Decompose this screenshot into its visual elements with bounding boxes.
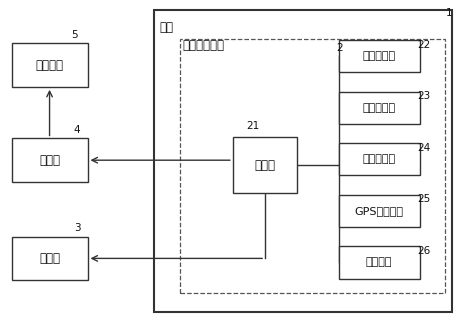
Text: 5: 5 xyxy=(71,30,78,40)
Text: 秤体: 秤体 xyxy=(159,21,173,34)
Bar xyxy=(339,195,420,227)
Text: 2: 2 xyxy=(337,43,343,53)
Text: 集成控制模块: 集成控制模块 xyxy=(182,39,224,52)
Text: 22: 22 xyxy=(417,40,431,50)
Bar xyxy=(12,43,88,87)
Text: 26: 26 xyxy=(417,246,431,256)
Bar xyxy=(339,92,420,124)
Bar xyxy=(233,137,297,193)
Bar xyxy=(12,138,88,182)
Text: 处理器: 处理器 xyxy=(254,158,276,172)
Text: 温度传感器: 温度传感器 xyxy=(363,103,396,113)
Text: 显示屏: 显示屏 xyxy=(39,252,60,265)
Bar xyxy=(339,246,420,279)
Text: 3: 3 xyxy=(74,223,80,233)
Text: 23: 23 xyxy=(417,91,431,101)
Bar xyxy=(339,40,420,72)
Text: 控制电路: 控制电路 xyxy=(366,257,392,268)
Text: 湿度传感器: 湿度传感器 xyxy=(363,154,396,165)
Text: 21: 21 xyxy=(247,121,260,131)
Text: 重力传感器: 重力传感器 xyxy=(363,51,396,62)
Text: 24: 24 xyxy=(417,143,431,153)
Text: GPS定位模块: GPS定位模块 xyxy=(355,206,404,216)
Text: 1: 1 xyxy=(446,8,453,18)
Text: 客户端: 客户端 xyxy=(39,154,60,167)
Text: 25: 25 xyxy=(417,194,431,204)
Bar xyxy=(154,10,452,312)
Bar xyxy=(180,39,445,293)
Text: 4: 4 xyxy=(74,125,80,135)
Bar xyxy=(12,237,88,280)
Text: 云服务器: 云服务器 xyxy=(35,59,64,72)
Bar xyxy=(339,143,420,175)
